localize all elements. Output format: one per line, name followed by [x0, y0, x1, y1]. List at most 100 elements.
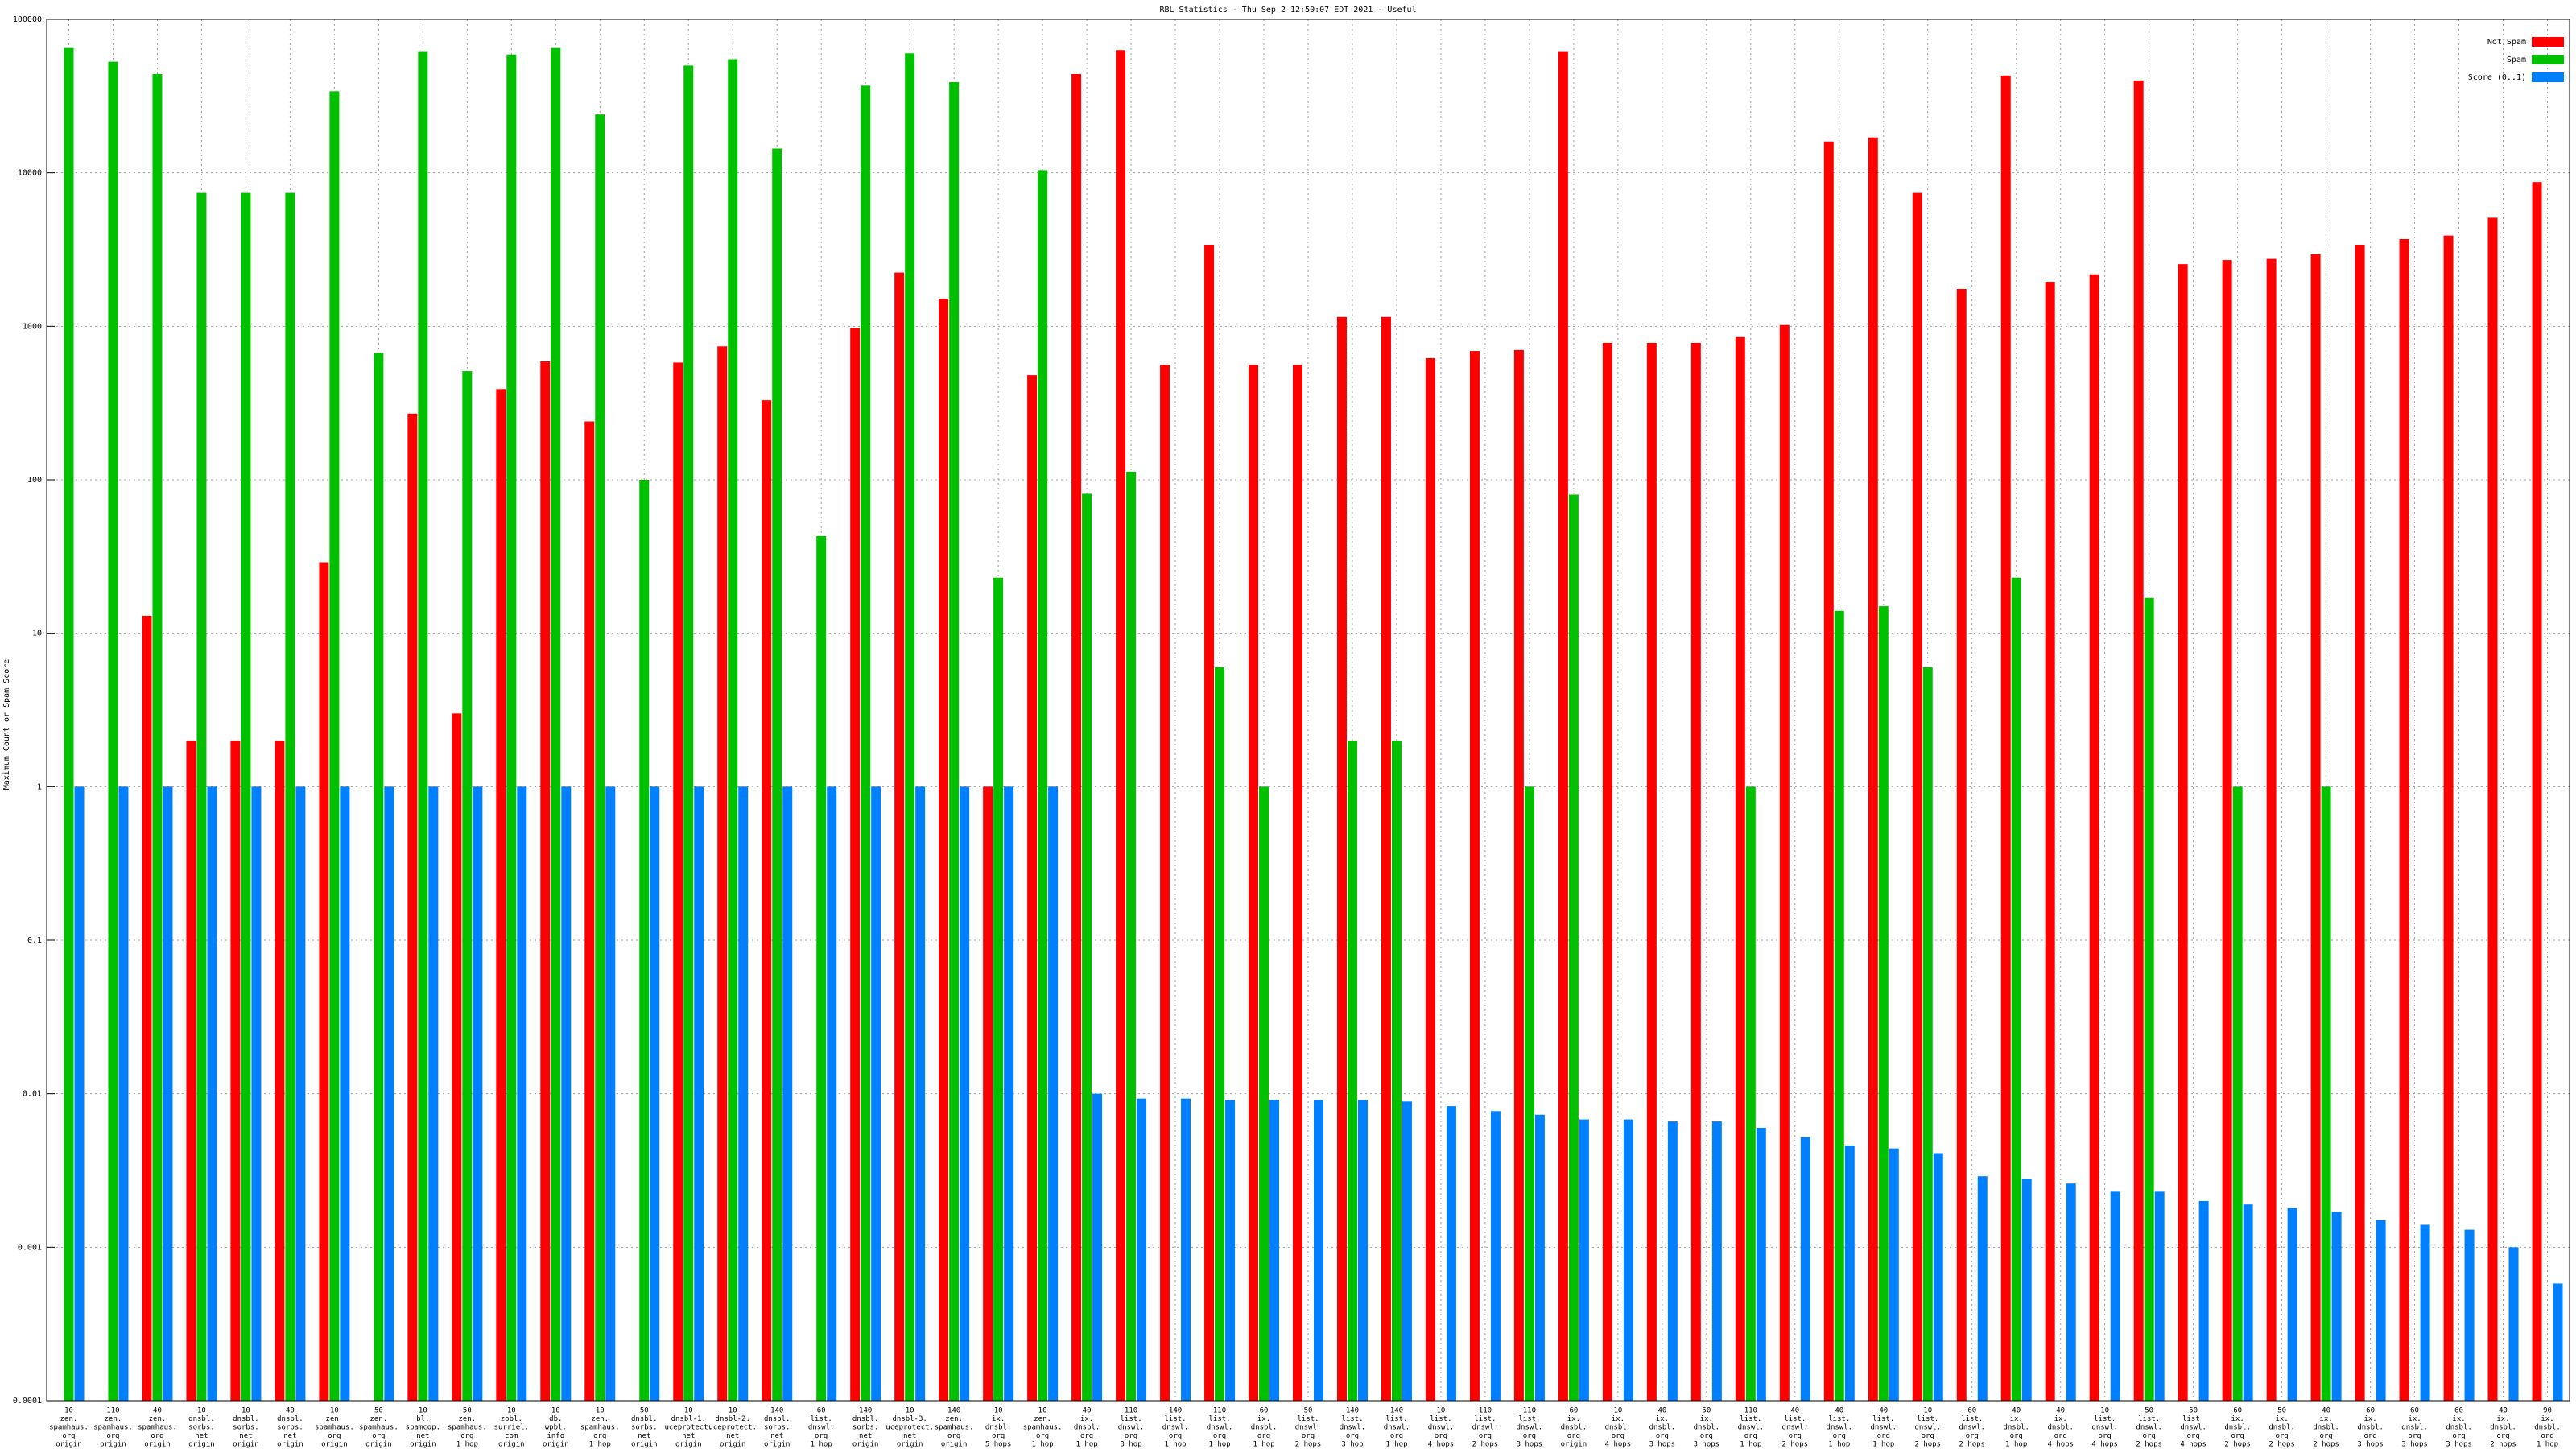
x-tick-label: 1 hop — [1740, 1441, 1761, 1449]
x-tick-label: 10 — [994, 1407, 1003, 1415]
x-tick-label: org — [1656, 1432, 1669, 1440]
bar — [452, 713, 462, 1401]
bar — [1116, 50, 1126, 1402]
x-tick-label: org — [1390, 1432, 1403, 1440]
x-tick-label: origin — [100, 1441, 126, 1449]
x-tick-label: list. — [1121, 1415, 1142, 1423]
x-tick-label: origin — [321, 1441, 348, 1449]
x-tick-label: 4 hops — [1605, 1441, 1632, 1449]
x-tick-label: origin — [365, 1441, 392, 1449]
bar — [728, 59, 738, 1402]
x-tick-label: dnsbl. — [2224, 1424, 2251, 1432]
x-tick-label: org — [2010, 1432, 2023, 1440]
x-tick-label: sorbs. — [188, 1424, 215, 1432]
x-tick-label: org — [1257, 1432, 1270, 1440]
x-tick-label: 50 — [2189, 1407, 2198, 1415]
x-tick-label: 40 — [2322, 1407, 2330, 1415]
x-tick-label: origin — [543, 1441, 569, 1449]
bar — [1259, 786, 1269, 1401]
x-tick-label: org — [328, 1432, 341, 1440]
bar — [861, 85, 871, 1401]
y-tick-label: 10 — [32, 630, 42, 638]
x-tick-label: 2 hops — [1914, 1441, 1941, 1449]
x-tick-label: net — [283, 1432, 296, 1440]
x-tick-label: 110 — [1744, 1407, 1757, 1415]
x-tick-label: dnswl. — [1959, 1424, 1985, 1432]
x-tick-label: 2 hops — [1782, 1441, 1809, 1449]
bar — [2000, 75, 2011, 1401]
bar — [1249, 365, 1259, 1402]
x-tick-label: ix. — [1656, 1415, 1669, 1423]
x-tick-label: ix. — [2363, 1415, 2376, 1423]
bar — [1779, 324, 1790, 1401]
bar — [1071, 73, 1082, 1401]
x-tick-label: dnswl. — [2180, 1424, 2207, 1432]
bar — [2110, 1191, 2120, 1401]
x-tick-label: 110 — [106, 1407, 119, 1415]
bar — [418, 51, 428, 1401]
bar — [329, 91, 340, 1402]
x-tick-label: 10 — [729, 1407, 737, 1415]
x-tick-label: 1 hop — [1208, 1441, 1230, 1449]
x-tick-label: origin — [631, 1441, 658, 1449]
x-tick-label: dnsbl. — [1074, 1424, 1100, 1432]
x-tick-label: ix. — [2319, 1415, 2332, 1423]
x-tick-label: org — [106, 1432, 119, 1440]
x-tick-label: 5 hops — [985, 1441, 1012, 1449]
bar — [2266, 258, 2277, 1401]
bar — [2133, 80, 2144, 1401]
x-tick-label: org — [2452, 1432, 2465, 1440]
x-tick-label: dnsbl. — [1605, 1424, 1632, 1432]
bar — [816, 535, 827, 1401]
legend-label: Score (0..1) — [2468, 73, 2526, 82]
x-tick-label: 4 hops — [1428, 1441, 1455, 1449]
bar — [473, 786, 483, 1401]
legend-swatch — [2532, 55, 2564, 64]
x-tick-label: org — [2231, 1432, 2244, 1440]
bar — [64, 47, 74, 1402]
x-tick-label: org — [1080, 1432, 1093, 1440]
x-tick-label: origin — [144, 1441, 171, 1449]
x-tick-label: 50 — [1304, 1407, 1313, 1415]
x-tick-label: 10 — [419, 1407, 427, 1415]
x-tick-label: 4 hops — [2180, 1441, 2207, 1449]
x-tick-label: org — [2054, 1432, 2067, 1440]
bar — [1004, 786, 1014, 1401]
x-tick-label: 3 hops — [2446, 1441, 2472, 1449]
x-tick-label: net — [726, 1432, 739, 1440]
x-tick-label: org — [1744, 1432, 1757, 1440]
x-tick-label: zen. — [326, 1415, 344, 1423]
y-tick-label: 0.0001 — [13, 1397, 42, 1406]
bar — [142, 615, 152, 1401]
x-tick-label: 40 — [1790, 1407, 1799, 1415]
bar — [605, 786, 616, 1401]
x-tick-label: net — [195, 1432, 208, 1440]
x-tick-label: 50 — [2145, 1407, 2153, 1415]
x-tick-label: org — [460, 1432, 473, 1440]
bar — [1558, 51, 1568, 1401]
x-tick-label: 10 — [507, 1407, 516, 1415]
x-tick-label: net — [859, 1432, 872, 1440]
x-tick-label: 1 hop — [1076, 1441, 1098, 1449]
x-tick-label: org — [2496, 1432, 2509, 1440]
x-tick-label: dnswl. — [1472, 1424, 1499, 1432]
bar — [1912, 192, 1922, 1401]
x-tick-label: info — [547, 1432, 564, 1440]
x-tick-label: ix. — [2231, 1415, 2244, 1423]
x-tick-label: zobl. — [501, 1415, 522, 1423]
x-tick-label: db. — [549, 1415, 562, 1423]
bar — [850, 328, 861, 1402]
x-tick-label: 4 hops — [2047, 1441, 2074, 1449]
bar — [2464, 1229, 2475, 1401]
x-tick-label: 60 — [817, 1407, 826, 1415]
bar — [2243, 1204, 2253, 1401]
bar — [1038, 170, 1048, 1402]
bar — [462, 371, 473, 1401]
x-tick-label: list. — [1208, 1415, 1230, 1423]
x-tick-label: ix. — [2541, 1415, 2553, 1423]
bar — [871, 786, 881, 1401]
x-tick-label: uceprotect. — [664, 1424, 712, 1432]
x-tick-label: 140 — [770, 1407, 783, 1415]
bar — [551, 47, 561, 1402]
x-tick-label: dnsbl. — [1694, 1424, 1720, 1432]
